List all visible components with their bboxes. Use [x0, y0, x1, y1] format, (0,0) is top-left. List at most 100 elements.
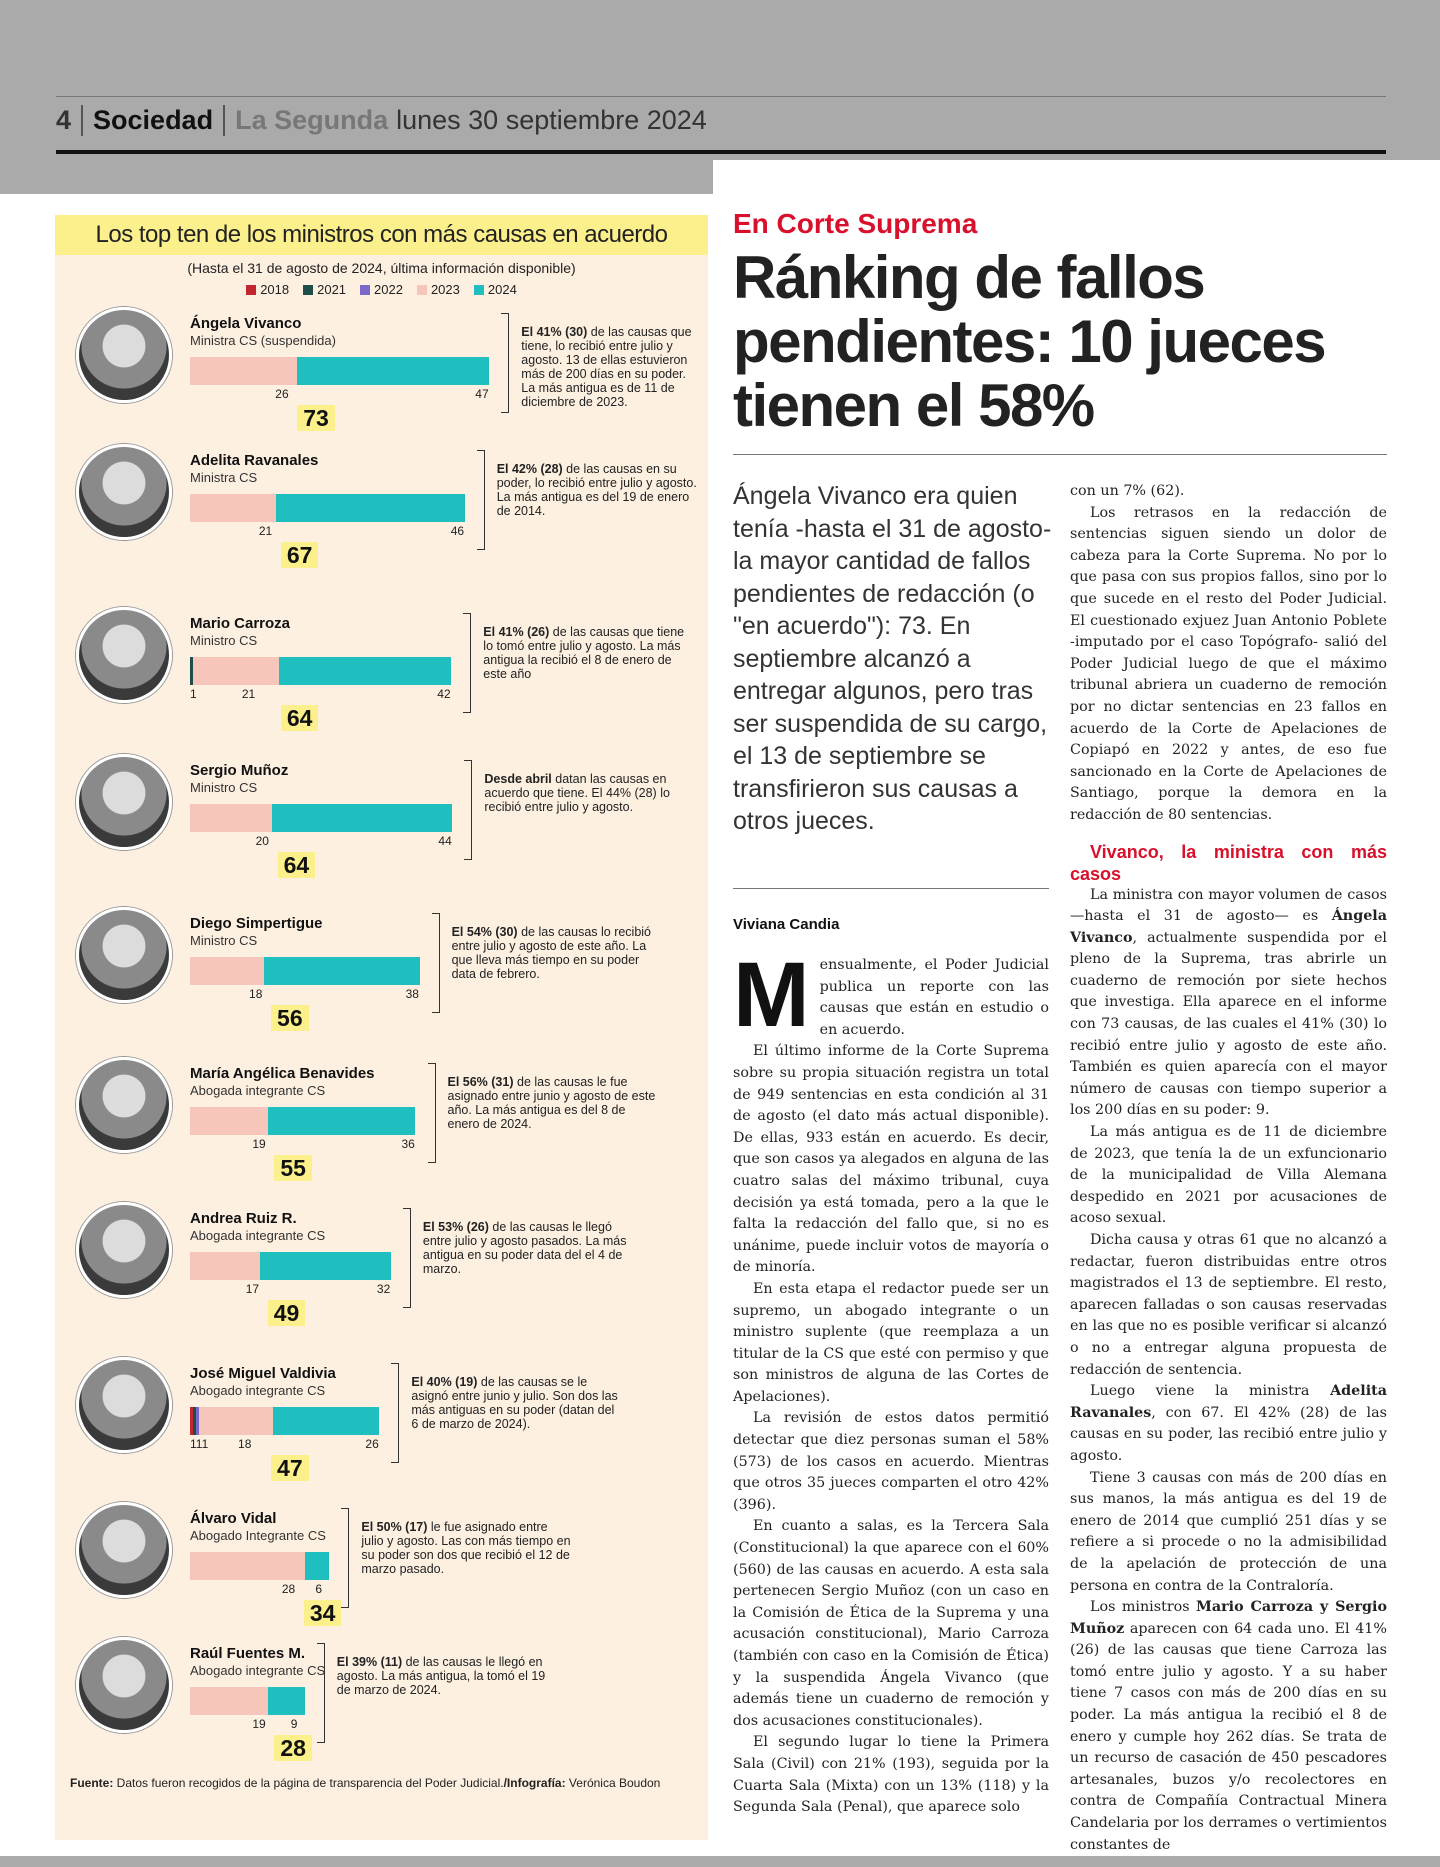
judge-total: 49: [267, 1300, 306, 1326]
legend-swatch: [416, 284, 427, 295]
bar-value-label: 17: [245, 1282, 260, 1296]
bar-segment-2023: [190, 1252, 260, 1280]
legend-item-2018: 2018: [246, 282, 289, 297]
note-highlight: El 41% (30): [521, 325, 588, 339]
judge-photo: [76, 444, 172, 540]
bar-value-label: 19: [252, 1717, 266, 1731]
judge-total: 73: [297, 405, 335, 431]
judge-photo: [76, 1502, 172, 1598]
judge-note: El 54% (30) de las causas lo recibió ent…: [452, 925, 662, 981]
note-text: de las causas se le asignó entre junio y…: [411, 1375, 618, 1431]
bar-segment-2023: [199, 1407, 273, 1435]
judge-name: Ángela Vivanco: [190, 315, 302, 332]
legend-label: 2022: [374, 282, 403, 297]
text-run: aparecen con 64 cada uno. El 41% (26) de…: [1070, 1620, 1387, 1853]
note-bracket: [402, 1208, 411, 1308]
bar-value-label: 20: [255, 834, 269, 848]
bar-segment-2023: [190, 494, 277, 522]
judge-role: Abogada integrante CS: [190, 1228, 326, 1243]
judge-name: Sergio Muñoz: [190, 762, 289, 779]
bar-segment-2023: [190, 804, 272, 832]
judge-photo: [76, 307, 172, 403]
article-column-2: con un 7% (62). Los retrasos en la redac…: [1070, 481, 1387, 1856]
judge-photo: [76, 907, 172, 1003]
lead-rule: [733, 888, 1049, 889]
judge-bar: [190, 804, 453, 832]
legend-label: 2023: [430, 282, 460, 297]
article-kicker: En Corte Suprema: [733, 208, 978, 239]
note-text: de las causas le fue asignado entre juni…: [447, 1075, 656, 1131]
judge-total: 28: [274, 1735, 312, 1761]
judge-bar: [190, 957, 420, 985]
judge-role: Ministra CS (suspendida): [190, 333, 336, 348]
credit-text: Verónica Boudon: [565, 1776, 661, 1790]
note-text: datan las causas en acuerdo que tiene. E…: [484, 772, 670, 814]
judge-bar: [190, 357, 490, 385]
judge-note: El 56% (31) de las causas le fue asignad…: [448, 1075, 658, 1131]
issue-date: lunes 30 septiembre 2024: [396, 104, 707, 135]
bar-segment-2024: [296, 357, 490, 385]
bar-segment-2023: [190, 1552, 305, 1580]
first-paragraph-text: ensualmente, el Poder Judicial publica u…: [819, 957, 1049, 1038]
text-run: , con 67. El 42% (28) de las causas en s…: [1070, 1404, 1387, 1464]
note-text: de las causas que tiene lo tomó entre ju…: [483, 625, 685, 681]
text-run: Luego viene la ministra: [1090, 1383, 1331, 1400]
note-text: de las causas en su poder, lo recibió en…: [496, 462, 697, 518]
headline-rule: [733, 454, 1387, 455]
judge-role: Abogado integrante CS: [190, 1663, 326, 1678]
note-bracket: [341, 1508, 350, 1608]
paragraph: Dicha causa y otras 61 que no alcanzó a …: [1070, 1232, 1387, 1378]
judge-name: Raúl Fuentes M.: [190, 1645, 306, 1662]
judge-note: El 50% (17) le fue asignado entre julio …: [361, 1520, 571, 1576]
bar-segment-2024: [279, 657, 452, 685]
judge-total: 64: [277, 852, 316, 878]
article-panel: [713, 160, 1440, 1856]
bar-value-label: 9: [290, 1717, 298, 1731]
infographic-title-bar: [55, 215, 708, 255]
judge-name: José Miguel Valdivia: [190, 1365, 336, 1382]
bar-segment-2024: [263, 957, 420, 985]
judge-role: Abogado integrante CS: [190, 1383, 326, 1398]
judge-photo: [76, 607, 172, 703]
bar-segment-2024: [259, 1252, 391, 1280]
legend-item-2022: 2022: [360, 282, 403, 297]
paragraph: Los ministros Mario Carroza y Sergio Muñ…: [1070, 1597, 1387, 1856]
judge-note: El 39% (11) de las causas le llegó en ag…: [337, 1655, 547, 1697]
page-header: 4 Sociedad La Segunda lunes 30 septiembr…: [56, 100, 707, 140]
judge-total: 34: [303, 1600, 342, 1626]
legend-swatch: [303, 284, 314, 295]
note-highlight: El 42% (28): [496, 462, 563, 476]
note-highlight: Desde abril: [484, 772, 552, 786]
bar-segment-2023: [190, 1107, 268, 1135]
article-subhead: Vivanco, la ministra con más casos: [1070, 841, 1387, 884]
judge-total: 47: [271, 1455, 309, 1481]
text-run: , actualmente suspendida por el pleno de…: [1070, 929, 1387, 1119]
note-highlight: El 54% (30): [451, 925, 518, 939]
judge-bar: [190, 657, 452, 685]
bar-value-label: 38: [405, 987, 419, 1001]
note-highlight: El 40% (19): [411, 1375, 478, 1389]
drop-cap: M: [733, 944, 810, 1046]
judge-name: Mario Carroza: [190, 615, 291, 632]
bar-segment-2024: [267, 1107, 416, 1135]
judge-total: 64: [280, 705, 319, 731]
bar-segment-2024: [276, 494, 465, 522]
legend-swatch: [473, 284, 484, 295]
bar-value-label: 36: [401, 1137, 415, 1151]
note-bracket: [501, 313, 510, 413]
bar-value-label: 47: [475, 387, 489, 401]
judge-total: 67: [280, 542, 319, 568]
bold-name: Mario Carroza y Sergio Muñoz: [1070, 1599, 1387, 1637]
judge-note: Desde abril datan las causas en acuerdo …: [484, 772, 694, 814]
bar-value-label: 46: [450, 524, 465, 538]
bar-segment-2021: [190, 657, 193, 685]
bar-value-label: 26: [365, 1437, 379, 1451]
credit-label: /Infografía:: [503, 1776, 566, 1790]
note-bracket: [476, 450, 485, 550]
judge-note: El 53% (26) de las causas le llegó entre…: [423, 1220, 633, 1276]
bold-name: Adelita Ravanales: [1070, 1383, 1387, 1421]
bar-segment-2024: [267, 1687, 305, 1715]
legend-item-2023: 2023: [416, 282, 460, 297]
legend-item-2021: 2021: [303, 282, 346, 297]
paragraph: Los retrasos en la redacción de sentenci…: [1070, 504, 1387, 823]
